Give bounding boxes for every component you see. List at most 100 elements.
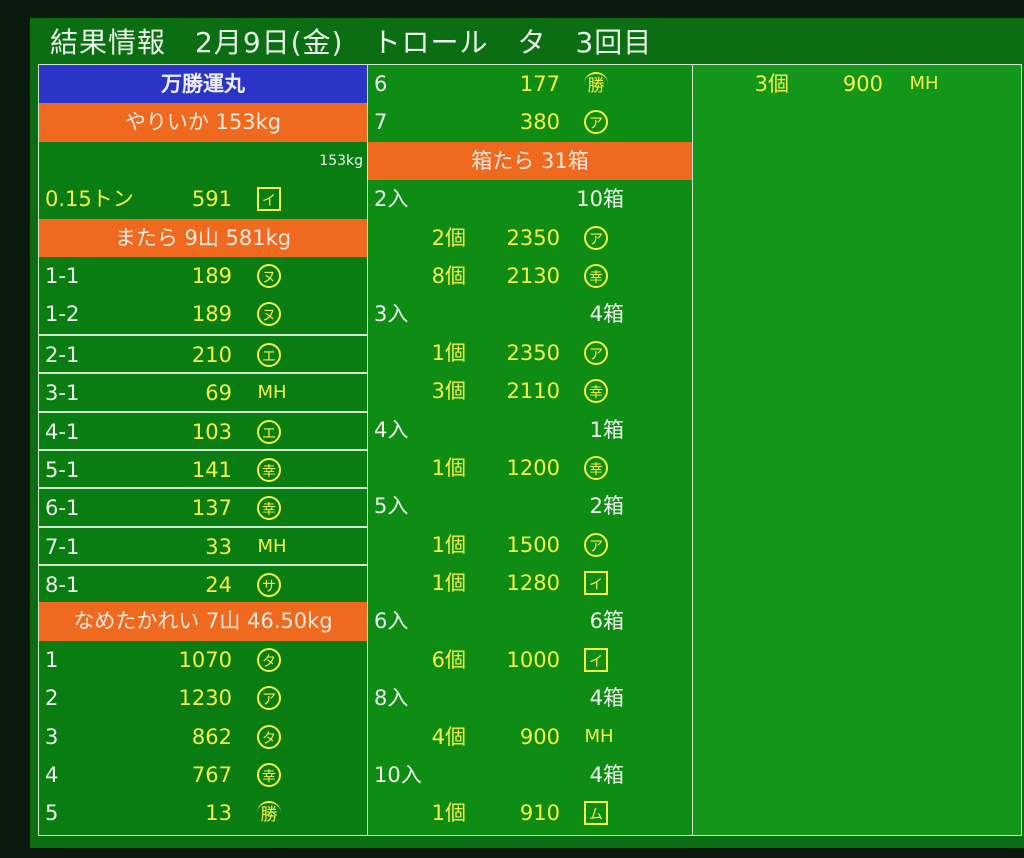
item-value: 910 — [519, 801, 560, 826]
list-item: 1 1070 タ — [39, 641, 367, 679]
buyer-mark-icon: MH — [257, 535, 287, 557]
item-label: 4-1 — [45, 419, 80, 444]
list-item: 1-2 189 ヌ — [39, 295, 367, 333]
piece-count: 6個 — [431, 647, 466, 672]
list-item: 1個 910 ム — [368, 794, 692, 832]
item-value: 2350 — [506, 340, 560, 365]
item-value: 1070 — [178, 647, 232, 672]
item-label: 3-1 — [45, 381, 80, 406]
page-title: 結果情報 2月9日(金) トロール タ 3回目 — [50, 26, 653, 59]
item-value: 103 — [191, 419, 232, 444]
buyer-mark-icon: ア — [584, 532, 608, 557]
right-column: 3個 900 MH — [692, 64, 1022, 836]
item-value: 900 — [842, 72, 883, 96]
subtotal-weight: 153kg — [319, 152, 363, 169]
list-item: 3個 2110 幸 — [368, 372, 692, 410]
item-value: 210 — [191, 342, 232, 367]
item-value: 33 — [205, 534, 232, 559]
item-value: 189 — [191, 263, 232, 288]
buyer-mark-icon: イ — [584, 571, 608, 596]
section-header: なめたかれい 7山 46.50kg — [39, 602, 367, 641]
buyer-mark-icon: イ — [584, 647, 608, 672]
buyer-mark-icon: ヌ — [257, 302, 281, 327]
piece-count: 3個 — [431, 379, 466, 404]
piece-count: 8個 — [431, 263, 466, 288]
section-header: またら 9山 581kg — [39, 218, 367, 257]
box-count: 10箱 — [576, 187, 624, 212]
piece-count: 1個 — [431, 340, 466, 365]
list-item: 2 1230 ア — [39, 679, 367, 717]
list-item: 7-1 33 MH — [39, 525, 367, 564]
piece-count: 1個 — [431, 455, 466, 480]
list-item: 6-1 137 幸 — [39, 487, 367, 525]
item-value: 1500 — [506, 532, 560, 557]
item-value: 189 — [191, 302, 232, 327]
piece-count: 2個 — [431, 225, 466, 250]
item-label: 0.15トン — [45, 187, 134, 212]
lot-label: 10入 — [374, 763, 422, 788]
item-label: 1-2 — [45, 302, 80, 327]
list-item: 4-1 103 エ — [39, 410, 367, 449]
box-count: 4箱 — [589, 763, 624, 788]
lot-label: 3入 — [374, 302, 409, 327]
list-item: 8入 4箱 — [368, 679, 692, 717]
buyer-mark-icon: エ — [257, 419, 281, 444]
list-item: 1-1 189 ヌ — [39, 257, 367, 295]
buyer-mark-icon: MH — [257, 382, 287, 404]
buyer-mark-icon: エ — [257, 342, 281, 367]
item-label: 5-1 — [45, 457, 80, 482]
buyer-mark-icon: 幸 — [257, 457, 281, 482]
buyer-mark-icon: ア — [584, 340, 608, 365]
item-label: 6 — [374, 72, 388, 96]
piece-count: 4個 — [431, 724, 466, 749]
buyer-mark-icon: 幸 — [584, 379, 608, 404]
box-count: 1箱 — [589, 417, 624, 442]
lot-label: 2入 — [374, 187, 409, 212]
lot-label: 4入 — [374, 417, 409, 442]
box-count: 4箱 — [589, 686, 624, 711]
list-item: 8-1 24 サ — [39, 564, 367, 602]
list-item: 153kg — [39, 142, 367, 180]
buyer-mark-icon: イ — [257, 187, 281, 212]
item-value: 24 — [205, 573, 232, 598]
section-header: やりいか 153kg — [39, 103, 367, 142]
middle-column: 6 177 勝 7 380 ア箱たら 31箱 2入 10箱 2個 2350 ア 8個 2130 幸 3入 4箱… — [367, 64, 693, 836]
item-value: 380 — [519, 110, 560, 135]
piece-count: 1個 — [431, 801, 466, 826]
list-item: 8個 2130 幸 — [368, 257, 692, 295]
item-value: 862 — [191, 724, 232, 749]
lot-label: 5入 — [374, 494, 409, 519]
list-item: 6個 1000 イ — [368, 641, 692, 679]
item-value: 137 — [191, 496, 232, 521]
list-item: 2個 2350 ア — [368, 219, 692, 257]
list-item: 1個 1280 イ — [368, 564, 692, 602]
list-item: 5 13 勝 — [39, 794, 367, 832]
list-item: 6入 6箱 — [368, 602, 692, 640]
list-item: 6 177 勝 — [368, 65, 692, 103]
list-item: 3入 4箱 — [368, 295, 692, 333]
list-item: 4入 1箱 — [368, 411, 692, 449]
buyer-mark-icon: ヌ — [257, 263, 281, 288]
buyer-mark-icon: MH — [584, 725, 614, 747]
item-label: 2 — [45, 686, 59, 711]
results-board: 結果情報 2月9日(金) トロール タ 3回目 万勝運丸 やりいか 153kg 15… — [30, 18, 1024, 848]
item-value: 1230 — [178, 686, 232, 711]
item-label: 1-1 — [45, 263, 80, 288]
list-item: 4個 900 MH — [368, 718, 692, 756]
buyer-mark-icon: タ — [257, 647, 281, 672]
item-value: 1280 — [506, 571, 560, 596]
item-value: 177 — [519, 72, 560, 96]
piece-count: 3個 — [754, 72, 789, 96]
buyer-mark-icon: 勝 — [584, 72, 608, 96]
item-label: 3 — [45, 724, 59, 749]
item-value: 1200 — [506, 455, 560, 480]
item-value: 2130 — [506, 263, 560, 288]
list-item: 5入 2箱 — [368, 487, 692, 525]
box-count: 6箱 — [589, 609, 624, 634]
buyer-mark-icon: 幸 — [257, 496, 281, 521]
item-label: 4 — [45, 763, 59, 788]
left-column: 万勝運丸 やりいか 153kg 153kg 0.15トン 591 イまたら 9山 581k… — [38, 64, 368, 836]
item-value: 2350 — [506, 225, 560, 250]
lot-label: 8入 — [374, 686, 409, 711]
buyer-mark-icon: 幸 — [257, 763, 281, 788]
